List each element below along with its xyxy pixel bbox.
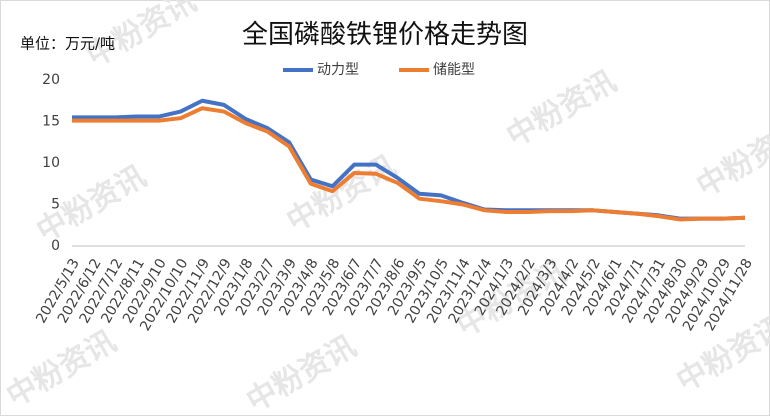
legend-label: 动力型 (317, 62, 359, 78)
legend-label: 储能型 (433, 62, 475, 78)
chart-title: 全国磷酸铁锂价格走势图 (242, 20, 528, 50)
y-tick-label: 10 (42, 155, 60, 171)
y-tick-label: 15 (42, 114, 60, 130)
y-tick-label: 5 (51, 197, 60, 213)
unit-label: 单位：万元/吨 (20, 35, 115, 53)
y-tick-label: 20 (42, 72, 60, 88)
line-series (72, 106, 746, 222)
y-tick-label: 0 (51, 238, 60, 254)
